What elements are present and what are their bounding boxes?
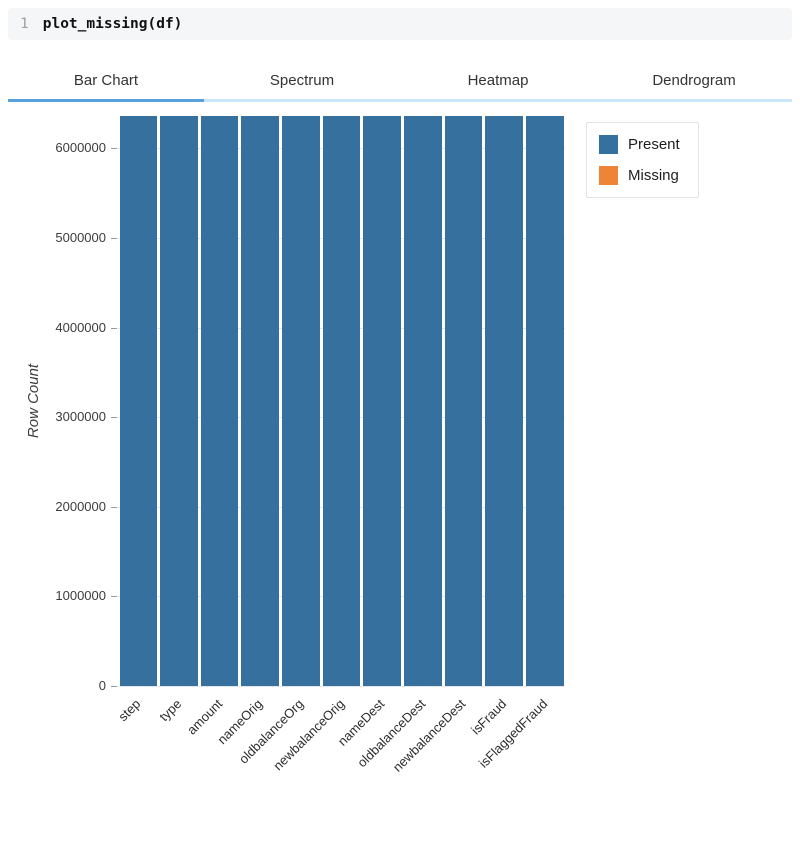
missing-values-bar-chart: Row Count 0 1000000 2000000 3000000 4000000 5… (0, 106, 800, 826)
code-text[interactable]: plot_missing(df) (42, 16, 183, 32)
tab-spectrum[interactable]: Spectrum (269, 72, 335, 89)
tab-dendrogram[interactable]: Dendrogram (652, 72, 736, 89)
y-tick-label: 6000000 (55, 140, 106, 156)
bar-fill-oldbalanceDest (403, 116, 442, 686)
y-tick-mark (111, 596, 117, 598)
legend: Present Missing (586, 122, 699, 198)
bar-fill-oldbalanceOrg (282, 116, 320, 686)
bar-fill-type (160, 116, 198, 686)
bar-fill-amount (200, 116, 239, 686)
bar-fill-newbalanceOrig (322, 116, 361, 686)
present-swatch (599, 135, 618, 154)
bar-step (118, 116, 159, 686)
y-tick-label: 2000000 (55, 498, 106, 514)
legend-label-present: Present (628, 136, 680, 153)
y-tick-label: 0 (98, 678, 106, 693)
bar-newbalanceDest (443, 116, 484, 686)
bar-isFraud (484, 116, 525, 686)
y-tick-label: 4000000 (55, 319, 106, 335)
missing-swatch (599, 166, 618, 185)
tab-heatmap[interactable]: Heatmap (467, 72, 529, 89)
y-tick-mark (111, 327, 117, 329)
bar-fill-nameDest (363, 116, 401, 686)
y-tick-label: 5000000 (55, 230, 106, 246)
bar-amount (199, 116, 240, 686)
y-tick-label: 3000000 (55, 409, 106, 425)
plot-area (118, 116, 565, 687)
y-axis-title: Row Count (25, 363, 42, 439)
y-tick-mark (111, 238, 117, 240)
y-tick-mark (111, 686, 117, 687)
bar-fill-newbalanceDest (444, 116, 483, 686)
legend-item-present: Present (599, 135, 680, 154)
code-line-number: 1 (20, 16, 29, 32)
bar-oldbalanceDest (402, 116, 443, 686)
code-cell[interactable]: 1 plot_missing(df) (8, 8, 792, 40)
bar-type (159, 116, 200, 686)
y-tick-mark (111, 506, 117, 508)
bar-nameDest (362, 116, 403, 686)
bar-newbalanceOrig (321, 116, 362, 686)
legend-label-missing: Missing (628, 167, 679, 184)
bar-fill-step (119, 116, 158, 686)
bars-layer (118, 116, 565, 686)
bar-fill-isFlaggedFraud (525, 116, 564, 686)
y-tick-mark (111, 417, 117, 419)
bar-fill-isFraud (485, 116, 523, 686)
tab-bar-chart[interactable]: Bar Chart (8, 64, 204, 102)
legend-item-missing: Missing (599, 166, 680, 185)
y-tick-label: 1000000 (55, 588, 106, 604)
tab-bar: Bar Chart Spectrum Heatmap Dendrogram (8, 64, 792, 102)
bar-oldbalanceOrg (281, 116, 322, 686)
bar-nameOrig (240, 116, 281, 686)
bar-fill-nameOrig (241, 116, 280, 686)
bar-isFlaggedFraud (524, 116, 565, 686)
y-tick-mark (111, 148, 117, 150)
gridline (118, 686, 565, 687)
